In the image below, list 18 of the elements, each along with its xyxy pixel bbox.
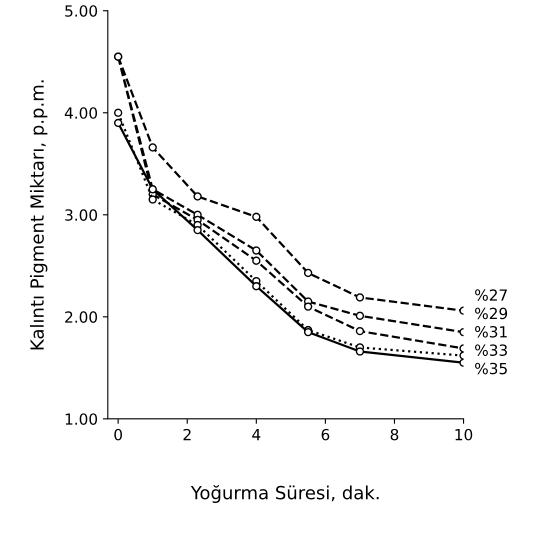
x-tick-label: 6 (322, 428, 330, 440)
y-tick-label: 1.00 (66, 413, 98, 425)
x-axis-title: Yoğurma Süresi, dak. (190, 485, 379, 503)
x-tick-label: 4 (252, 429, 260, 440)
x-tick-label: 8 (390, 428, 398, 440)
y-axis-title: Kalıntı Pigment Miktarı, p.p.m. (30, 80, 48, 350)
y-tick-label: 5.00 (65, 5, 98, 17)
series-label: %35 (475, 362, 507, 374)
y-tick-label: 4.00 (64, 107, 98, 119)
y-tick-label: 2.00 (65, 311, 98, 323)
x-tick-label: 2 (183, 428, 191, 440)
x-tick-label: 10 (456, 428, 472, 440)
y-tick-label: 3.00 (65, 209, 98, 221)
series-label: %27 (475, 289, 507, 301)
series-label: %29 (475, 308, 508, 320)
series-label: %31 (475, 326, 507, 338)
x-tick-label: 0 (114, 428, 122, 440)
series-label: %33 (475, 344, 507, 356)
